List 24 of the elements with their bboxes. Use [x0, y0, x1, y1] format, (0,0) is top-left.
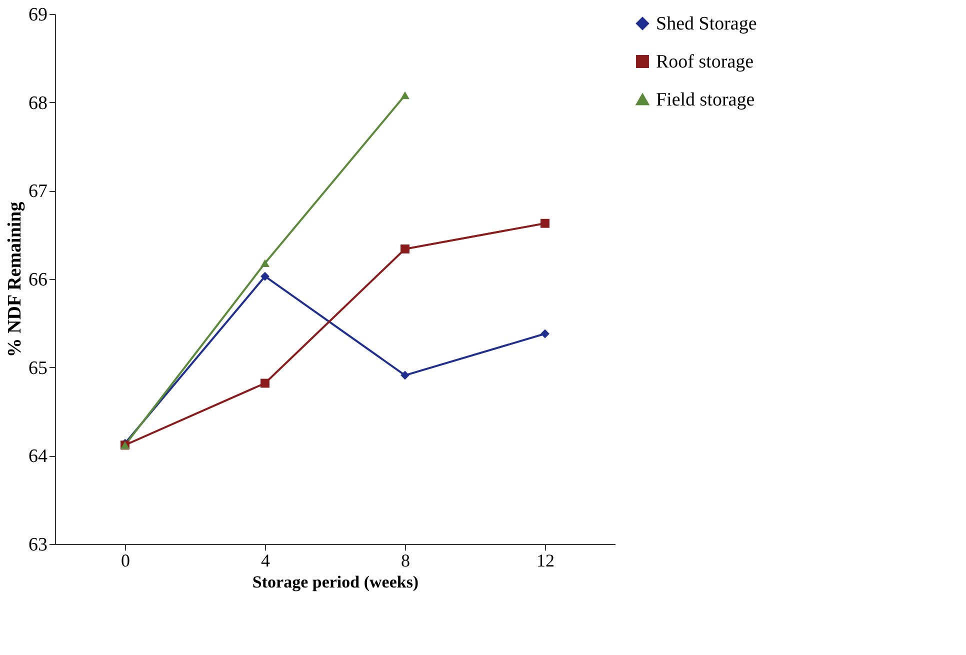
y-tick-label: 65 — [28, 358, 48, 379]
x-tick-label: 4 — [261, 550, 270, 570]
legend-label: Field storage — [656, 90, 755, 110]
y-tick-label: 69 — [28, 4, 48, 26]
y-tick-label: 67 — [28, 181, 48, 202]
point — [400, 91, 410, 100]
point — [400, 370, 410, 380]
x-tick-label: 0 — [121, 550, 130, 570]
point — [400, 244, 410, 254]
point — [260, 378, 270, 388]
x-tick-label: 8 — [401, 550, 410, 570]
y-tick-label: 68 — [28, 92, 48, 114]
y-tick-label: 66 — [28, 270, 48, 290]
point — [540, 329, 550, 338]
y-tick-label: 64 — [28, 446, 48, 468]
legend-label: Roof storage — [656, 52, 754, 72]
y-axis-title: % NDF Remaining — [4, 201, 26, 358]
point — [260, 259, 270, 267]
point — [540, 218, 550, 228]
x-axis-title: Storage period (weeks) — [252, 572, 419, 592]
point — [260, 272, 270, 281]
y-tick-label: 63 — [28, 534, 48, 556]
x-tick-label: 12 — [536, 550, 554, 570]
legend-label: Shed Storage — [656, 14, 757, 34]
